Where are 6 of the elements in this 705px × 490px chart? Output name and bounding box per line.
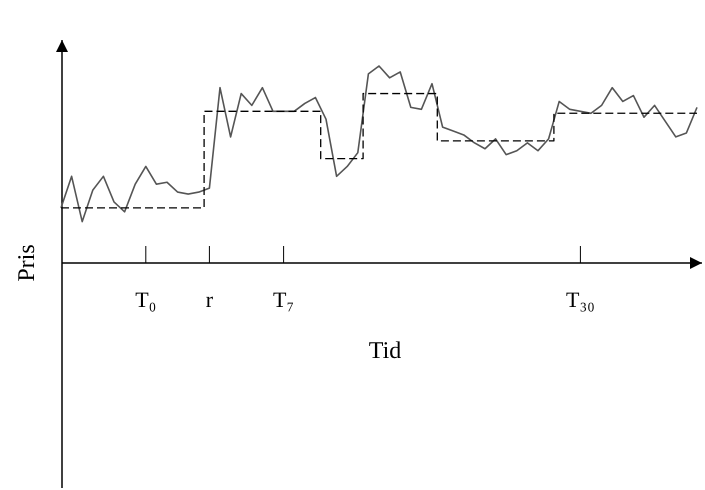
x-tick-label: T₃₀ [566,287,595,312]
x-tick-label: T₀ [135,287,156,312]
y-axis-title: Pris [14,244,40,282]
x-axis-title: Tid [368,338,402,364]
x-tick-label: T₇ [273,287,294,312]
x-tick-label: r [206,287,214,312]
